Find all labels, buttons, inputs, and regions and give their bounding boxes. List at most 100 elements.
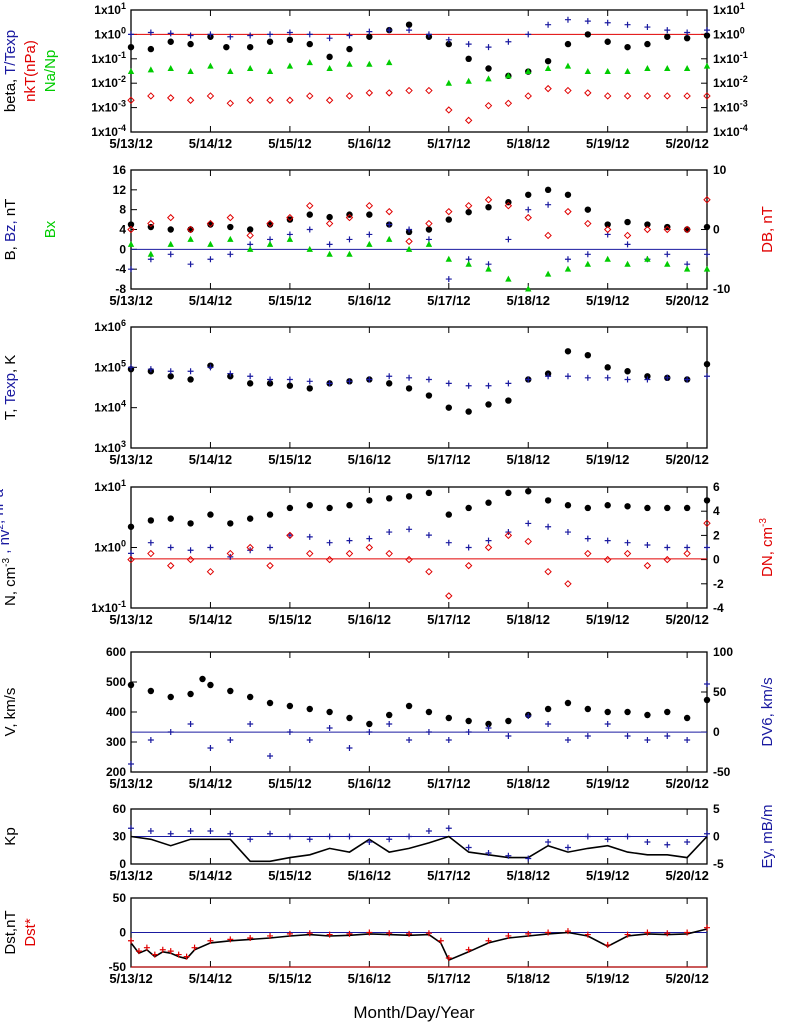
y2-tick-label: 0 <box>713 553 720 567</box>
data-point <box>504 531 513 540</box>
data-point <box>683 92 691 100</box>
x-tick-label: 5/14/12 <box>189 776 232 791</box>
data-point <box>246 65 254 72</box>
data-point <box>584 351 592 359</box>
data-point <box>644 24 651 31</box>
data-point <box>306 40 313 48</box>
data-point <box>464 561 473 570</box>
data-point <box>386 27 393 34</box>
data-point <box>187 547 194 554</box>
data-point <box>505 717 512 725</box>
data-point <box>624 503 631 510</box>
x-tick-label: 5/14/12 <box>189 971 232 986</box>
panel-p1: 5/13/12 5/14/12 5/15/12 5/16/12 5/17/12 5/18/… <box>2 1 748 151</box>
data-point <box>425 86 433 95</box>
data-point <box>584 206 592 213</box>
data-point <box>683 34 691 42</box>
data-point <box>604 721 611 727</box>
data-point <box>704 681 710 687</box>
data-point <box>663 92 671 100</box>
data-point <box>485 401 492 408</box>
data-point <box>644 40 651 48</box>
data-point <box>366 33 373 40</box>
data-point <box>683 265 691 272</box>
data-point <box>445 216 452 223</box>
series <box>127 196 711 246</box>
data-point <box>604 255 611 262</box>
data-point <box>485 382 492 389</box>
data-point <box>267 31 274 38</box>
data-point <box>345 92 354 100</box>
data-point <box>147 737 154 743</box>
data-point <box>366 28 373 35</box>
data-point <box>346 32 353 39</box>
data-point <box>684 737 691 743</box>
data-point <box>545 201 552 208</box>
data-point <box>525 206 532 213</box>
data-point <box>366 211 373 218</box>
data-point <box>306 705 313 713</box>
data-point <box>386 529 393 536</box>
data-point <box>147 687 155 695</box>
y-tick-label: 500 <box>106 675 126 689</box>
data-point <box>683 226 691 233</box>
data-point <box>525 31 532 38</box>
data-point <box>385 89 393 97</box>
data-point <box>127 225 135 234</box>
data-point <box>345 549 354 558</box>
x-tick-label: 5/17/12 <box>427 612 470 627</box>
data-point <box>366 535 373 542</box>
data-point <box>485 850 492 856</box>
y-tick-label: 1x103 <box>94 439 126 455</box>
data-point <box>266 511 274 518</box>
data-point <box>386 721 393 727</box>
y-axis-title: Kp <box>2 827 19 845</box>
data-point <box>664 504 671 512</box>
data-point <box>167 226 174 233</box>
data-point <box>306 245 313 252</box>
y-tick-label: 16 <box>113 163 127 177</box>
data-point <box>624 43 631 51</box>
data-point <box>564 529 571 536</box>
data-point <box>406 737 413 743</box>
data-point <box>464 201 473 210</box>
data-point <box>683 714 691 722</box>
data-point <box>703 360 711 368</box>
data-point <box>485 203 492 211</box>
data-point <box>167 948 174 955</box>
data-point <box>267 932 274 939</box>
data-point <box>266 221 274 228</box>
data-point <box>227 235 234 242</box>
data-point <box>484 196 493 204</box>
data-point <box>186 96 195 104</box>
data-point <box>624 539 631 546</box>
data-point <box>306 201 314 210</box>
data-point <box>167 213 175 222</box>
data-point <box>406 526 413 533</box>
data-point <box>147 539 154 546</box>
y-axis-title: beta, T/Texp <box>2 30 19 112</box>
data-point <box>644 541 651 548</box>
data-point <box>127 240 135 247</box>
series <box>127 348 711 415</box>
data-point <box>405 237 413 246</box>
data-point <box>624 241 631 248</box>
data-point <box>485 65 492 72</box>
y-tick-label: 600 <box>106 645 126 659</box>
y-tick-label: 1x104 <box>94 399 126 415</box>
x-tick-label: 5/13/12 <box>109 971 152 986</box>
x-tick-label: 5/14/12 <box>189 612 232 627</box>
y-tick-label: 60 <box>113 802 127 816</box>
data-point <box>346 45 353 53</box>
data-point <box>159 946 166 953</box>
data-point <box>207 745 214 751</box>
data-point <box>187 68 194 75</box>
data-point <box>445 106 453 114</box>
y-tick-label: 1x101 <box>94 478 126 494</box>
data-point <box>505 72 512 79</box>
data-point <box>544 497 552 504</box>
data-point <box>326 504 333 512</box>
data-point <box>465 77 472 84</box>
data-point <box>247 935 254 942</box>
data-point <box>703 92 711 100</box>
